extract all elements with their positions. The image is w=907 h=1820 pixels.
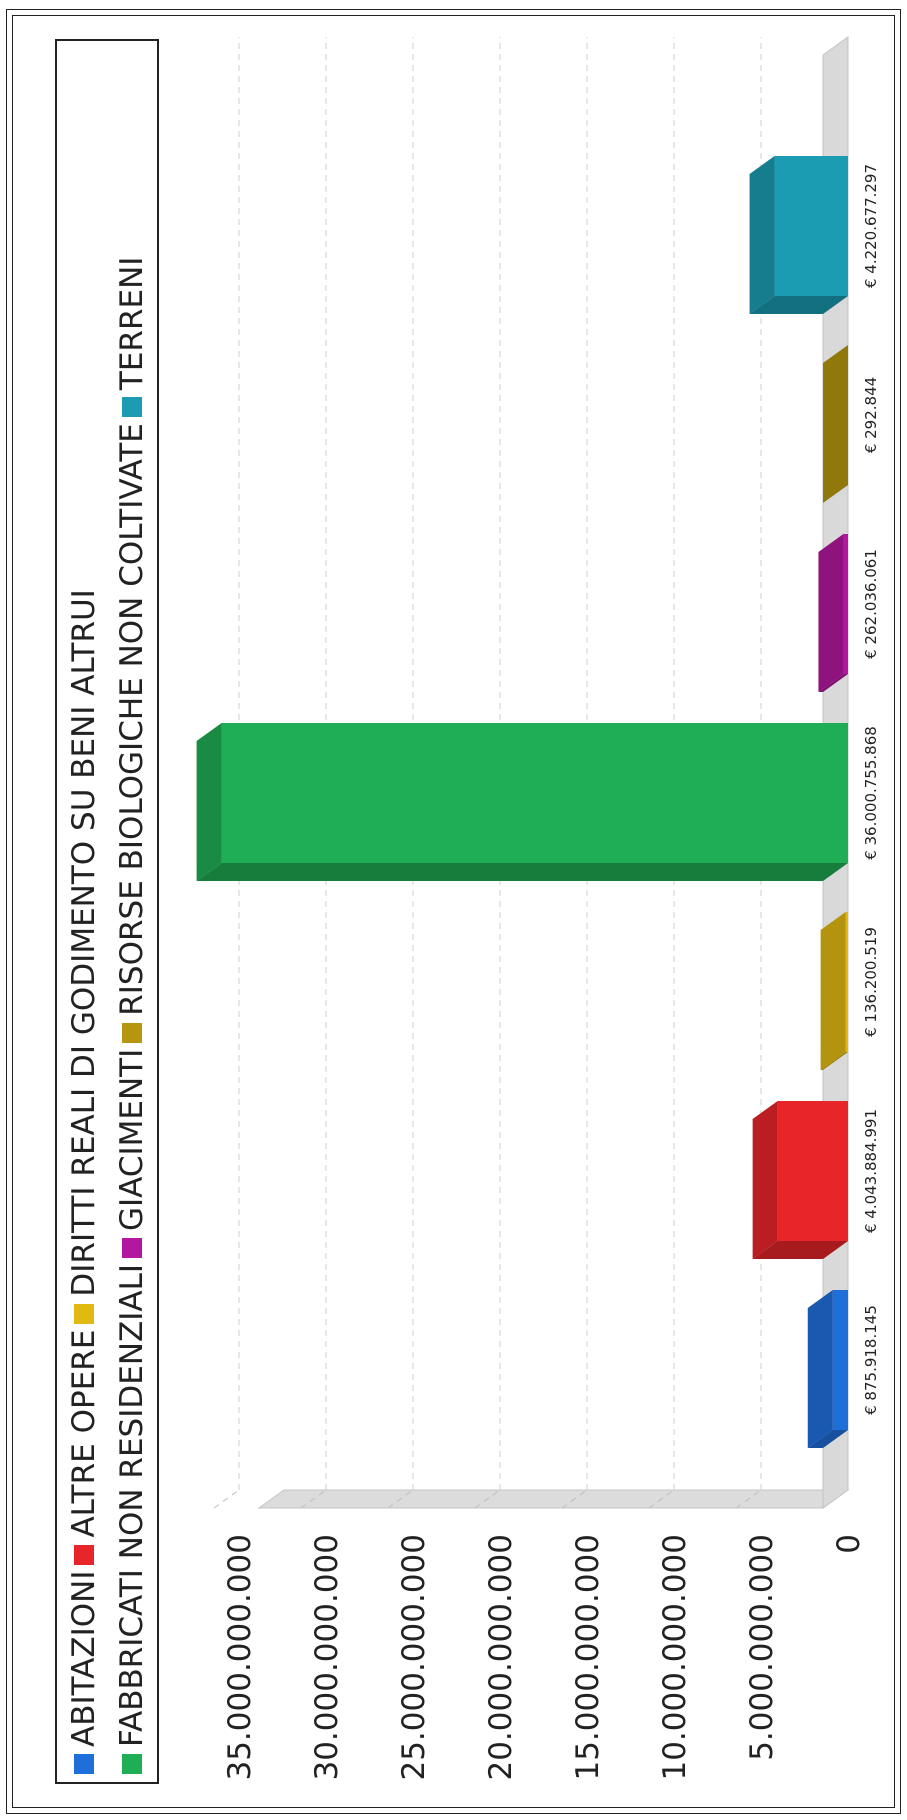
y-tick-label: 20.000.000.000 <box>483 1534 519 1781</box>
legend-label: TERRENI <box>114 256 150 391</box>
plot-side-wall <box>257 1489 850 1509</box>
bar-value-label: € 4.220.677.297 <box>862 164 880 288</box>
bar-value-label: € 136.200.519 <box>862 927 880 1037</box>
y-tick-label: 35.000.000.000 <box>222 1534 258 1781</box>
gridline-wall <box>300 1489 327 1509</box>
gridline-wall <box>387 1489 414 1509</box>
y-tick-label: 15.000.000.000 <box>570 1534 606 1781</box>
bar-side-face <box>807 1430 848 1448</box>
bar-side-face <box>818 674 848 692</box>
bar-top-face <box>752 1101 778 1259</box>
y-tick-label: 0 <box>831 1534 867 1554</box>
bar-top-face <box>196 723 222 881</box>
legend-swatch <box>122 1237 142 1258</box>
legend-label: GIACIMENTI <box>114 1048 150 1231</box>
legend-item[interactable]: RISORSE BIOLOGICHE NON COLTIVATE <box>114 423 150 1043</box>
legend-label: ABITAZIONI <box>66 1570 102 1747</box>
legend-swatch <box>74 1544 94 1565</box>
bar-value-label: € 36.000.755.868 <box>862 726 880 860</box>
bar-value-label: € 292.844 <box>862 377 880 453</box>
bar-top-face <box>820 912 846 1070</box>
gridline-wall <box>561 1489 588 1509</box>
gridline-wall <box>474 1489 501 1509</box>
bar-value-label: € 875.918.145 <box>862 1305 880 1415</box>
legend-label: RISORSE BIOLOGICHE NON COLTIVATE <box>114 423 150 1016</box>
gridline-wall <box>648 1489 675 1509</box>
legend-swatch <box>74 1754 94 1774</box>
bar-top-face <box>822 345 848 503</box>
legend-item[interactable]: ALTRE OPERE <box>66 1330 102 1565</box>
legend-label: ALTRE OPERE <box>66 1329 102 1538</box>
bar-3[interactable] <box>845 912 849 1052</box>
gridline-wall <box>213 1489 240 1509</box>
legend-label: DIRITTI REALI DI GODIMENTO SU BENI ALTRU… <box>66 589 102 1297</box>
legend-swatch <box>122 397 142 418</box>
legend-item[interactable]: TERRENI <box>114 257 150 418</box>
bar-side-face <box>196 863 848 881</box>
bar-top-face <box>749 156 775 314</box>
inner-frame <box>12 15 895 1808</box>
y-tick-label: 5.000.000.000 <box>744 1534 780 1761</box>
bar-side-face <box>822 485 848 503</box>
bar-4[interactable] <box>221 723 848 863</box>
bar-top-face <box>818 534 844 692</box>
gridline-wall <box>735 1489 762 1509</box>
bar-side-face <box>752 1241 848 1259</box>
legend-row: ABITAZIONI ALTRE OPERE DIRITTI REALI DI GO… <box>60 41 108 1774</box>
legend-item[interactable]: GIACIMENTI <box>114 1049 150 1258</box>
bar-1[interactable] <box>832 1290 849 1430</box>
bar-5[interactable] <box>843 534 848 674</box>
bar-value-label: € 4.043.884.991 <box>862 1109 880 1233</box>
legend-swatch <box>122 1754 142 1774</box>
bar-side-face <box>749 296 848 314</box>
bar-side-face <box>820 1052 848 1070</box>
bar-2[interactable] <box>777 1101 849 1241</box>
legend-label: FABBRICATI NON RESIDENZIALI <box>114 1263 150 1747</box>
legend-item[interactable]: FABBRICATI NON RESIDENZIALI <box>114 1264 150 1774</box>
legend-item[interactable]: DIRITTI REALI DI GODIMENTO SU BENI ALTRU… <box>66 589 102 1324</box>
bar-value-label: € 262.036.061 <box>862 549 880 659</box>
y-tick-label: 10.000.000.000 <box>657 1534 693 1781</box>
legend-swatch <box>74 1303 94 1324</box>
bar-7[interactable] <box>774 156 849 296</box>
legend-item[interactable]: ABITAZIONI <box>66 1571 102 1774</box>
y-tick-label: 25.000.000.000 <box>396 1534 432 1781</box>
outer-frame <box>6 9 901 1814</box>
y-tick-label: 30.000.000.000 <box>309 1534 345 1781</box>
chart-legend: ABITAZIONI ALTRE OPERE DIRITTI REALI DI GO… <box>55 39 159 1784</box>
bar-top-face <box>807 1290 833 1448</box>
legend-row: FABBRICATI NON RESIDENZIALI GIACIMENTI RIS… <box>108 41 156 1774</box>
legend-swatch <box>122 1022 142 1043</box>
